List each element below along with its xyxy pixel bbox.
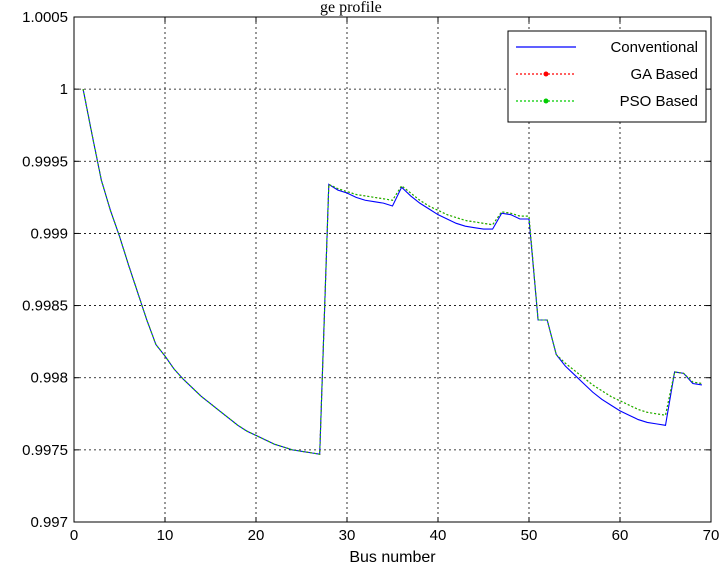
legend: Conventional GA Based PSO Based [507, 30, 707, 123]
x-tick-label: 70 [703, 527, 719, 544]
y-tick-label: 0.998 [30, 370, 68, 387]
legend-label: PSO Based [620, 93, 698, 110]
y-tick-label: 0.997 [30, 514, 68, 531]
legend-label: Conventional [610, 39, 698, 56]
y-tick-label: 0.9995 [22, 153, 68, 170]
x-tick-label: 50 [521, 527, 538, 544]
x-tick-label: 0 [70, 527, 78, 544]
y-tick-label: 1.0005 [22, 9, 68, 26]
y-tick-label: 0.999 [30, 225, 68, 242]
x-tick-label: 60 [612, 527, 629, 544]
plot-frame [73, 16, 712, 523]
legend-swatch-marker [543, 71, 549, 77]
x-tick-label: 10 [157, 527, 174, 544]
y-tick-label: 0.9985 [22, 298, 68, 315]
legend-box [507, 30, 707, 123]
y-tick-label: 1 [60, 81, 68, 98]
legend-swatch-marker [543, 98, 549, 104]
x-tick-label: 40 [430, 527, 447, 544]
series-line-ga-based [82, 89, 702, 455]
series-line-pso-based [82, 89, 702, 455]
grid [74, 17, 711, 522]
series-group [82, 89, 702, 455]
ticks: 0 10 20 30 40 50 60 70 0.997 0.9975 0.998 0.9985 0.9… [22, 9, 719, 544]
y-tick-label: 0.9975 [22, 442, 68, 459]
legend-label: GA Based [630, 66, 698, 83]
x-tick-label: 30 [339, 527, 356, 544]
x-tick-label: 20 [248, 527, 265, 544]
partial-top-text: ge profile [320, 0, 382, 16]
x-axis-label: Bus number [349, 549, 436, 566]
series-line-conventional [82, 89, 702, 455]
